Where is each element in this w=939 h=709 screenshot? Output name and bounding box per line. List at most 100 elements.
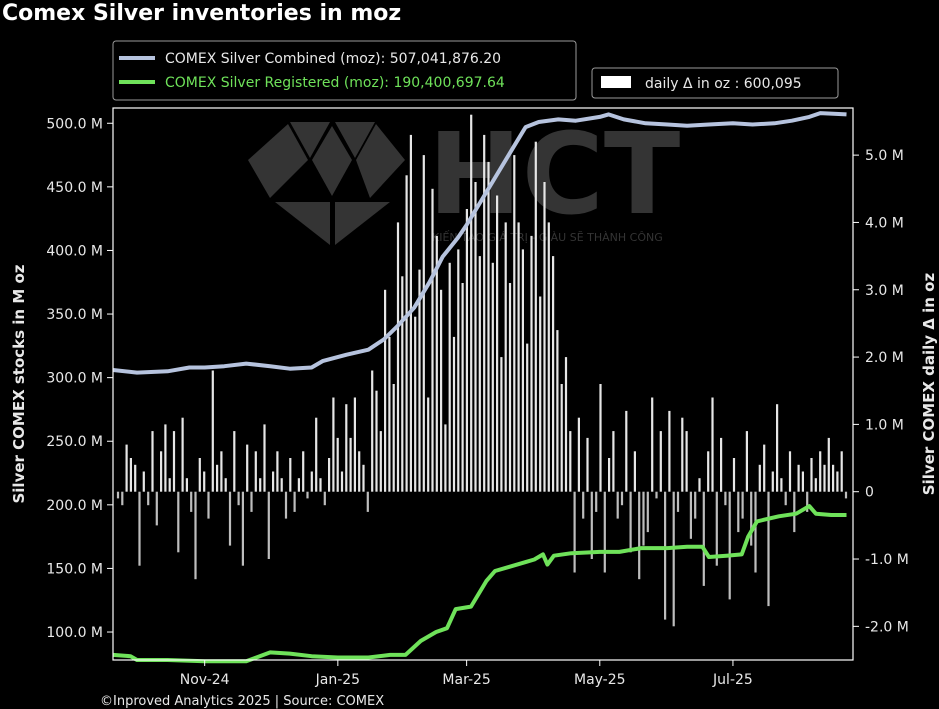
delta-bar [349, 437, 352, 492]
y2-tick-label: 2.0 M [865, 350, 904, 366]
delta-bar [267, 491, 270, 559]
delta-bar [478, 256, 481, 492]
delta-bar [250, 491, 253, 512]
delta-bar [384, 289, 387, 492]
y2-tick-label: -2.0 M [865, 619, 909, 635]
delta-bar [521, 249, 524, 492]
legend-label-delta: daily Δ in oz : 600,095 [645, 76, 802, 92]
delta-bar [345, 404, 348, 492]
delta-bar [470, 114, 473, 492]
delta-bar [233, 431, 236, 492]
delta-bar [801, 471, 804, 492]
delta-bar [276, 451, 279, 492]
delta-bar [577, 417, 580, 492]
y2-tick-label: -1.0 M [865, 552, 909, 568]
delta-bar [651, 397, 654, 492]
delta-bar [172, 431, 176, 492]
delta-bar [293, 491, 296, 512]
delta-bar [664, 491, 667, 620]
delta-bar [452, 336, 456, 492]
delta-bar [487, 161, 490, 492]
y-tick-label: 500.0 M [46, 116, 103, 132]
y2-tick-label: 3.0 M [865, 283, 904, 299]
delta-bar [806, 491, 809, 512]
delta-bar [177, 491, 180, 553]
delta-bar [237, 491, 240, 506]
y-tick-label: 150.0 M [46, 561, 103, 577]
y2-tick-label: 4.0 M [865, 215, 904, 231]
legend-lines: COMEX Silver Combined (moz): 507,041,876… [112, 40, 577, 101]
delta-bar [302, 451, 305, 492]
x-tick-label: Jul-25 [712, 672, 753, 688]
delta-bar [194, 491, 197, 580]
delta-bar [500, 357, 503, 492]
delta-bar [720, 437, 723, 492]
delta-bar [198, 458, 201, 492]
legend-bars: daily Δ in oz : 600,095 [591, 67, 839, 99]
delta-bar [745, 431, 748, 492]
delta-bar [504, 222, 507, 492]
y2-axis-label: Silver COMEX daily Δ in oz [920, 273, 938, 496]
delta-bar [814, 478, 817, 492]
y-tick-label: 350.0 M [46, 307, 103, 323]
watermark-subtitle: KIẾN TẠO GIÁ TRỊ - GIÀU SẼ THÀNH CÔNG [432, 230, 663, 244]
delta-bar [418, 269, 421, 492]
delta-bar [702, 491, 705, 586]
delta-bar [625, 410, 628, 492]
y-tick-label: 200.0 M [46, 498, 103, 514]
delta-bar [125, 444, 128, 492]
delta-bar [444, 424, 447, 492]
delta-bar [754, 491, 757, 573]
delta-bar [160, 451, 163, 492]
delta-bar [573, 491, 576, 573]
delta-bar [547, 222, 550, 492]
delta-bar [823, 464, 826, 492]
delta-bar [707, 451, 710, 492]
delta-bar [310, 471, 313, 492]
delta-bar [599, 384, 602, 492]
delta-bar [616, 491, 619, 519]
delta-bar [612, 431, 615, 492]
delta-bar [211, 370, 214, 492]
delta-bar [689, 491, 692, 539]
delta-bar [388, 336, 391, 492]
delta-bar [379, 431, 382, 492]
delta-bar [328, 458, 331, 492]
delta-bar [508, 283, 512, 492]
delta-bar [315, 417, 318, 492]
delta-bar [138, 491, 141, 566]
delta-bar [396, 222, 400, 492]
delta-bars [116, 114, 848, 627]
legend-label-combined: COMEX Silver Combined (moz): 507,041,876… [165, 51, 501, 67]
delta-bar [366, 491, 369, 512]
delta-bar [638, 491, 641, 580]
delta-bar [832, 464, 835, 492]
delta-bar [142, 471, 145, 492]
x-tick-label: Mar-25 [442, 672, 490, 688]
delta-bar [681, 417, 684, 492]
delta-bar [272, 471, 275, 492]
plot-frame [112, 107, 854, 661]
y-tick-label: 450.0 M [46, 180, 103, 196]
delta-bar [556, 330, 559, 492]
delta-bar [190, 491, 193, 512]
delta-bar [405, 175, 408, 492]
legend-swatch-delta [601, 76, 631, 88]
delta-bar [401, 276, 404, 492]
delta-bar [263, 424, 266, 492]
delta-bar [116, 491, 120, 499]
registered-line [112, 504, 847, 664]
delta-bar [728, 491, 731, 600]
delta-bar [259, 478, 262, 492]
delta-bar [534, 141, 537, 492]
x-axis-ticks: Nov-24 Jan-25 Mar-25 May-25 Jul-25 [180, 660, 753, 688]
y2-axis-ticks: -2.0 M -1.0 M 0 1.0 M 2.0 M 3.0 M 4.0 M 5.0 M [853, 148, 909, 635]
delta-bar [788, 451, 792, 492]
series-lines [112, 111, 847, 664]
delta-bar [590, 491, 593, 559]
delta-bar [134, 464, 137, 492]
delta-bar [461, 283, 464, 492]
delta-bar [207, 491, 210, 519]
y-tick-label: 400.0 M [46, 243, 103, 259]
delta-bar [168, 478, 171, 492]
